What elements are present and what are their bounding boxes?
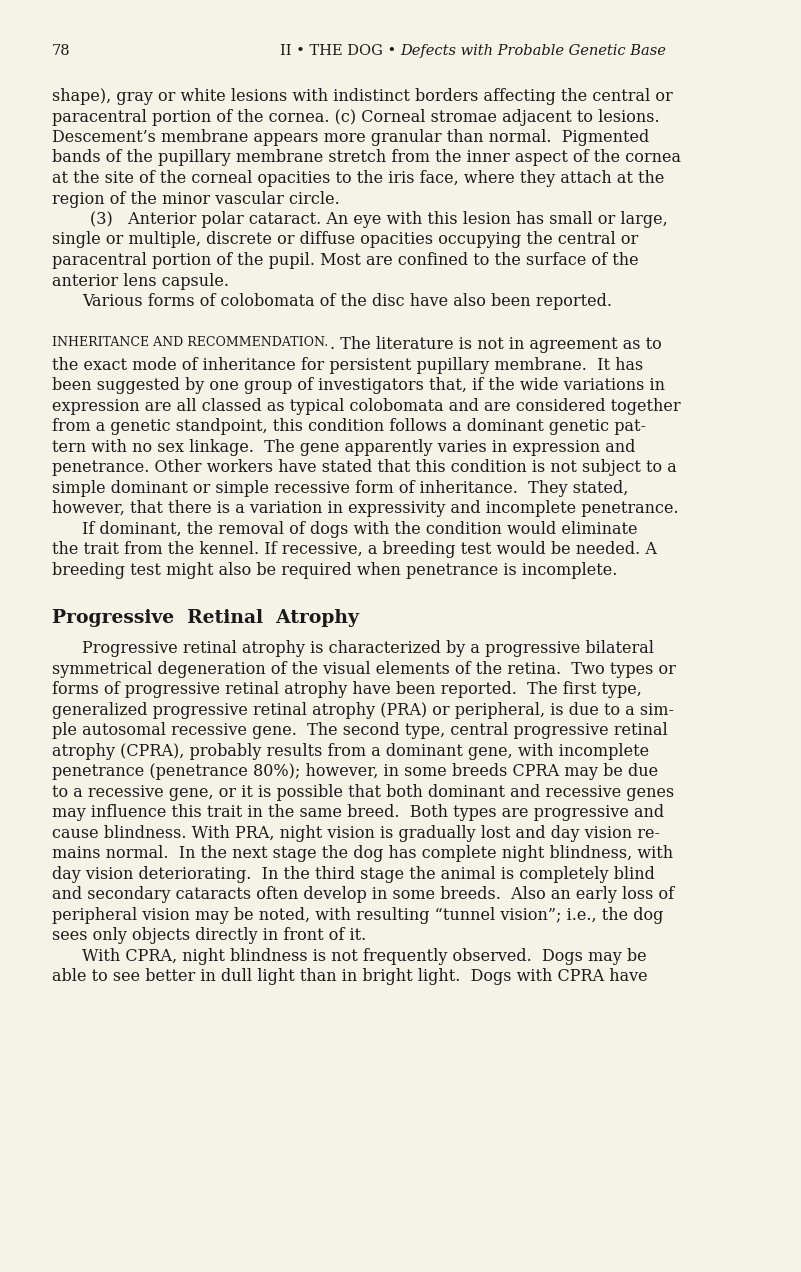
Text: to a recessive gene, or it is possible that both dominant and recessive genes: to a recessive gene, or it is possible t… — [52, 784, 674, 801]
Text: the exact mode of inheritance for persistent pupillary membrane.  It has: the exact mode of inheritance for persis… — [52, 356, 643, 374]
Text: Progressive retinal atrophy is characterized by a progressive bilateral: Progressive retinal atrophy is character… — [82, 640, 654, 658]
Text: Defects with Probable Genetic Base: Defects with Probable Genetic Base — [400, 45, 666, 59]
Text: atrophy (CPRA), probably results from a dominant gene, with incomplete: atrophy (CPRA), probably results from a … — [52, 743, 649, 759]
Text: from a genetic standpoint, this condition follows a dominant genetic pat-: from a genetic standpoint, this conditio… — [52, 418, 646, 435]
Text: single or multiple, discrete or diffuse opacities occupying the central or: single or multiple, discrete or diffuse … — [52, 232, 638, 248]
Text: cause blindness. With PRA, night vision is gradually lost and day vision re-: cause blindness. With PRA, night vision … — [52, 824, 660, 842]
Text: generalized progressive retinal atrophy (PRA) or peripheral, is due to a sim-: generalized progressive retinal atrophy … — [52, 702, 674, 719]
Text: been suggested by one group of investigators that, if the wide variations in: been suggested by one group of investiga… — [52, 377, 665, 394]
Text: Descement’s membrane appears more granular than normal.  Pigmented: Descement’s membrane appears more granul… — [52, 128, 650, 146]
Text: forms of progressive retinal atrophy have been reported.  The first type,: forms of progressive retinal atrophy hav… — [52, 682, 642, 698]
Text: peripheral vision may be noted, with resulting “tunnel vision”; i.e., the dog: peripheral vision may be noted, with res… — [52, 907, 663, 923]
Text: paracentral portion of the pupil. Most are confined to the surface of the: paracentral portion of the pupil. Most a… — [52, 252, 638, 268]
Text: shape), gray or white lesions with indistinct borders affecting the central or: shape), gray or white lesions with indis… — [52, 88, 673, 106]
Text: mains normal.  In the next stage the dog has complete night blindness, with: mains normal. In the next stage the dog … — [52, 846, 673, 862]
Text: able to see better in dull light than in bright light.  Dogs with CPRA have: able to see better in dull light than in… — [52, 968, 648, 986]
Text: If dominant, the removal of dogs with the condition would eliminate: If dominant, the removal of dogs with th… — [82, 520, 638, 538]
Text: the trait from the kennel. If recessive, a breeding test would be needed. A: the trait from the kennel. If recessive,… — [52, 541, 657, 558]
Text: INHERITANCE AND RECOMMENDATION.: INHERITANCE AND RECOMMENDATION. — [52, 336, 328, 349]
Text: region of the minor vascular circle.: region of the minor vascular circle. — [52, 191, 340, 207]
Text: anterior lens capsule.: anterior lens capsule. — [52, 272, 229, 290]
Text: tern with no sex linkage.  The gene apparently varies in expression and: tern with no sex linkage. The gene appar… — [52, 439, 635, 455]
Text: (3)   Anterior polar cataract. An eye with this lesion has small or large,: (3) Anterior polar cataract. An eye with… — [90, 211, 668, 228]
Text: With CPRA, night blindness is not frequently observed.  Dogs may be: With CPRA, night blindness is not freque… — [82, 948, 646, 965]
Text: Progressive  Retinal  Atrophy: Progressive Retinal Atrophy — [52, 608, 359, 627]
Text: penetrance (penetrance 80%); however, in some breeds CPRA may be due: penetrance (penetrance 80%); however, in… — [52, 763, 658, 781]
Text: symmetrical degeneration of the visual elements of the retina.  Two types or: symmetrical degeneration of the visual e… — [52, 661, 676, 678]
Text: Various forms of colobomata of the disc have also been reported.: Various forms of colobomata of the disc … — [82, 293, 612, 310]
Text: breeding test might also be required when penetrance is incomplete.: breeding test might also be required whe… — [52, 561, 618, 579]
Text: sees only objects directly in front of it.: sees only objects directly in front of i… — [52, 927, 366, 944]
Text: bands of the pupillary membrane stretch from the inner aspect of the cornea: bands of the pupillary membrane stretch … — [52, 150, 681, 167]
Text: expression are all classed as typical colobomata and are considered together: expression are all classed as typical co… — [52, 398, 681, 415]
Text: simple dominant or simple recessive form of inheritance.  They stated,: simple dominant or simple recessive form… — [52, 480, 628, 496]
Text: penetrance. Other workers have stated that this condition is not subject to a: penetrance. Other workers have stated th… — [52, 459, 677, 476]
Text: . The literature is not in agreement as to: . The literature is not in agreement as … — [330, 336, 662, 354]
Text: however, that there is a variation in expressivity and incomplete penetrance.: however, that there is a variation in ex… — [52, 500, 678, 516]
Text: ple autosomal recessive gene.  The second type, central progressive retinal: ple autosomal recessive gene. The second… — [52, 722, 668, 739]
Text: may influence this trait in the same breed.  Both types are progressive and: may influence this trait in the same bre… — [52, 804, 664, 822]
Text: paracentral portion of the cornea. (c) Corneal stromae adjacent to lesions.: paracentral portion of the cornea. (c) C… — [52, 108, 660, 126]
Text: at the site of the corneal opacities to the iris face, where they attach at the: at the site of the corneal opacities to … — [52, 170, 664, 187]
Text: day vision deteriorating.  In the third stage the animal is completely blind: day vision deteriorating. In the third s… — [52, 866, 655, 883]
Text: II • THE DOG •: II • THE DOG • — [280, 45, 400, 59]
Text: and secondary cataracts often develop in some breeds.  Also an early loss of: and secondary cataracts often develop in… — [52, 887, 674, 903]
Text: 78: 78 — [52, 45, 70, 59]
